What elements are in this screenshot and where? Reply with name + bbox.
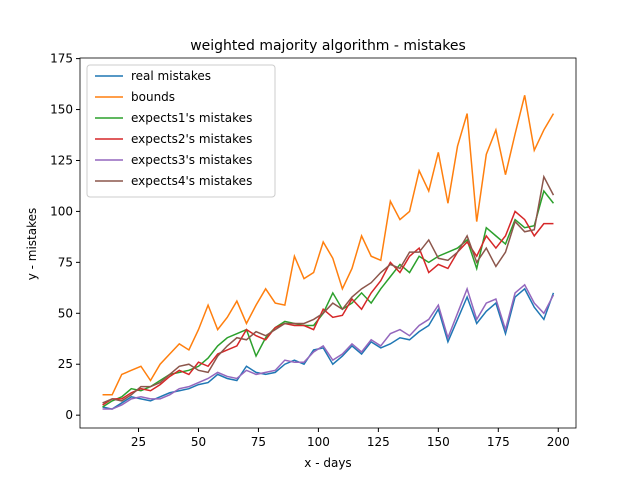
data-line	[102, 95, 555, 396]
x-tick-label: 50	[191, 435, 206, 449]
x-tick-label: 100	[307, 435, 330, 449]
y-tick-label: 25	[58, 357, 73, 371]
legend-label: real mistakes	[131, 69, 211, 83]
data-line	[102, 174, 555, 404]
plot-frame	[79, 57, 577, 429]
legend-box	[86, 64, 276, 198]
y-tick-label: 50	[58, 306, 73, 320]
legend-label: expects2's mistakes	[131, 132, 252, 146]
data-line	[102, 189, 555, 408]
x-axis-label: x - days	[304, 456, 351, 470]
y-tick-label: 75	[58, 255, 73, 269]
data-line	[102, 210, 554, 406]
data-line	[102, 283, 555, 410]
legend-label: bounds	[131, 90, 175, 104]
x-tick-label: 150	[427, 435, 450, 449]
y-axis-label: y - mistakes	[25, 208, 39, 281]
y-tick-label: 175	[50, 52, 73, 66]
legend-label: expects4's mistakes	[131, 174, 252, 188]
data-line	[102, 287, 555, 410]
x-tick-label: 125	[367, 435, 390, 449]
legend-label: expects1's mistakes	[131, 111, 252, 125]
x-tick-label: 75	[251, 435, 266, 449]
y-tick-label: 125	[50, 153, 73, 167]
y-tick-label: 150	[50, 103, 73, 117]
x-tick-label: 200	[547, 435, 570, 449]
x-tick-label: 25	[131, 435, 146, 449]
y-tick-label: 0	[65, 408, 73, 422]
x-tick-label: 175	[487, 435, 510, 449]
chart-title: weighted majority algorithm - mistakes	[190, 38, 466, 54]
legend-label: expects3's mistakes	[131, 153, 252, 167]
y-tick-label: 100	[50, 204, 73, 218]
